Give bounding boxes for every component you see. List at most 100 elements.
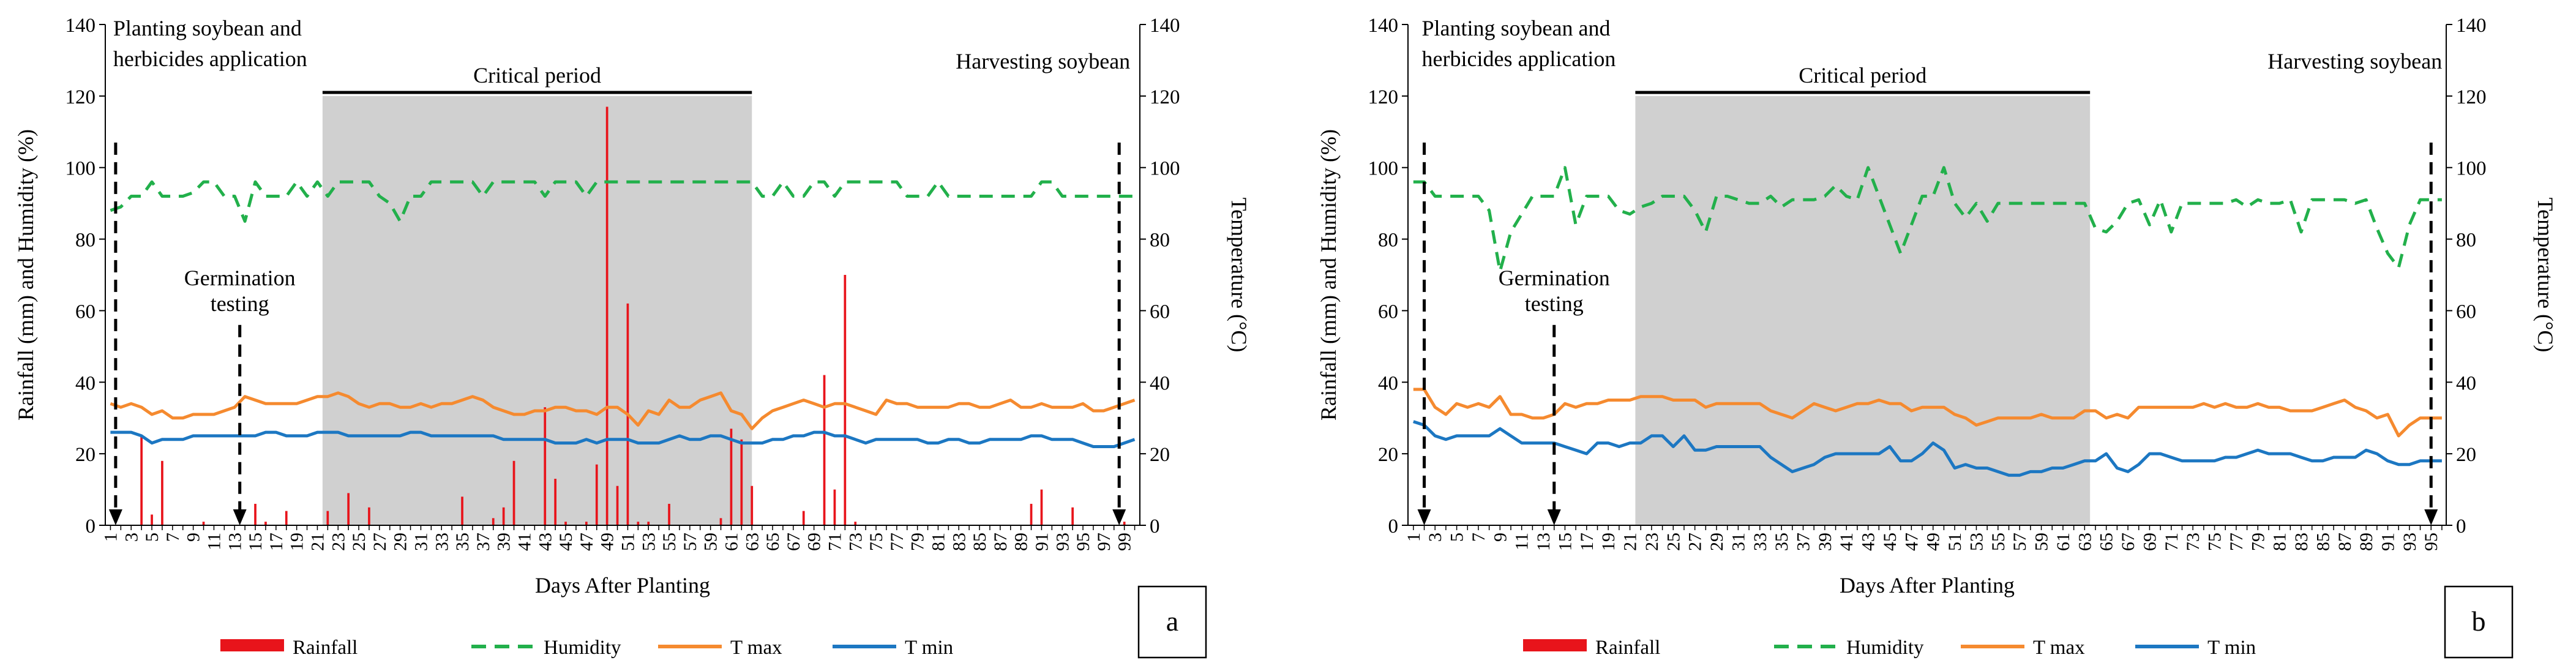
humidity-line <box>1413 166 2442 273</box>
x-tick-label: 95 <box>1073 533 1093 551</box>
x-tick-label: 67 <box>2118 533 2138 551</box>
annotation-text: Harvesting soybean <box>956 49 1130 73</box>
chart-a: Critical period 0 0 20 20 40 40 60 60 80 80 100 100 1… <box>13 15 1251 659</box>
legend-tmin-label: T min <box>2207 637 2256 659</box>
annotation-arrow-head <box>1547 509 1561 525</box>
x-tick-label: 1 <box>1404 533 1424 542</box>
x-tick-label: 61 <box>2053 533 2073 551</box>
x-tick-label: 53 <box>1966 533 1986 551</box>
rainfall-bar <box>492 518 495 525</box>
rainfall-bar <box>719 518 722 525</box>
y-tick-label-left: 140 <box>66 15 96 37</box>
x-tick-label: 81 <box>928 533 948 551</box>
x-tick-label: 83 <box>949 533 969 551</box>
x-tick-label: 61 <box>721 533 741 551</box>
x-tick-label: 19 <box>287 533 307 551</box>
legend-rainfall-swatch <box>220 639 284 651</box>
rainfall-bar <box>751 485 754 525</box>
x-tick-label: 65 <box>763 533 783 551</box>
x-tick-label: 3 <box>1425 533 1445 542</box>
x-tick-label: 9 <box>184 533 204 542</box>
annotation-text: Germination <box>1499 266 1610 290</box>
x-tick-label: 33 <box>1750 533 1770 551</box>
x-tick-label: 43 <box>535 533 555 551</box>
rainfall-bar <box>564 522 567 525</box>
x-tick-label: 1 <box>100 533 121 542</box>
rainfall-bar <box>1040 489 1043 525</box>
x-tick-label: 37 <box>1794 533 1814 551</box>
x-tick-label: 91 <box>1032 533 1052 551</box>
annotation-text: herbicides application <box>1422 47 1616 71</box>
x-tick-label: 15 <box>245 533 266 551</box>
x-tick-label: 85 <box>2313 533 2333 551</box>
legend-humidity-label: Humidity <box>544 637 621 659</box>
x-tick-label: 43 <box>1859 533 1879 551</box>
y-tick-label-right: 20 <box>1150 444 1170 466</box>
x-tick-label: 51 <box>618 533 638 551</box>
rainfall-bar <box>1123 522 1126 525</box>
legend-rainfall-label: Rainfall <box>1595 637 1660 659</box>
x-tick-label: 13 <box>1533 533 1554 551</box>
rainfall-bar <box>202 522 205 525</box>
x-tick-label: 81 <box>2270 533 2290 551</box>
rainfall-bar <box>802 511 805 525</box>
legend-tmin-label: T min <box>905 637 953 659</box>
x-tick-label: 17 <box>1577 533 1597 551</box>
x-tick-label: 57 <box>680 533 700 551</box>
panel-label-box <box>1137 585 1207 659</box>
annotation-text: Harvesting soybean <box>2267 49 2442 73</box>
y-tick-label-left: 0 <box>86 515 96 538</box>
panel-label: a <box>1166 605 1178 637</box>
annotation-text: testing <box>1525 291 1584 316</box>
x-tick-label: 87 <box>990 533 1011 551</box>
rainfall-bar <box>544 407 547 525</box>
x-tick-label: 59 <box>701 533 721 551</box>
x-tick-label: 95 <box>2421 533 2441 551</box>
y-tick-label-right: 80 <box>1150 230 1170 252</box>
y-tick-label-left: 60 <box>1378 301 1398 323</box>
legend-rainfall-swatch <box>1523 639 1587 651</box>
y-tick-label-right: 60 <box>1150 301 1170 323</box>
x-tick-label: 7 <box>163 533 183 542</box>
x-tick-label: 35 <box>452 533 473 551</box>
annotation-text: Planting soybean and <box>113 16 302 40</box>
x-tick-label: 19 <box>1598 533 1619 551</box>
y-tick-label-right: 40 <box>2456 372 2476 394</box>
annotation-arrow-head <box>108 509 122 525</box>
y-tick-label-left: 120 <box>1368 86 1399 108</box>
y-tick-label-right: 140 <box>2456 15 2487 37</box>
x-tick-label: 49 <box>597 533 618 551</box>
x-tick-label: 69 <box>2140 533 2160 551</box>
x-tick-label: 57 <box>2010 533 2030 551</box>
rainfall-bar <box>730 429 733 525</box>
x-axis-title: Days After Planting <box>1840 573 2015 598</box>
critical-period-band <box>322 96 752 525</box>
x-tick-label: 55 <box>1988 533 2009 551</box>
y-tick-label-right: 60 <box>2456 301 2476 323</box>
x-tick-label: 93 <box>2400 533 2420 551</box>
y-tick-label-left: 0 <box>1388 515 1399 538</box>
rainfall-bar <box>647 522 650 525</box>
x-tick-label: 25 <box>349 533 369 551</box>
x-tick-label: 97 <box>1094 533 1114 551</box>
rainfall-bar <box>823 375 826 525</box>
rainfall-bar <box>254 503 256 525</box>
tmax-line <box>1413 388 2442 438</box>
rainfall-bar <box>833 489 836 525</box>
x-tick-label: 75 <box>866 533 886 551</box>
x-tick-label: 21 <box>1620 533 1641 551</box>
x-tick-label: 13 <box>225 533 245 551</box>
x-tick-label: 23 <box>328 533 348 551</box>
x-tick-label: 5 <box>142 533 162 542</box>
panel-b: Critical period 0 0 20 20 40 40 60 60 80 80 100 100 1… <box>1303 0 2576 671</box>
x-tick-label: 39 <box>1815 533 1835 551</box>
y-tick-label-right: 20 <box>2456 444 2476 466</box>
x-tick-label: 99 <box>1115 533 1135 551</box>
y-tick-label-right: 0 <box>1150 515 1160 538</box>
chart-b: Critical period 0 0 20 20 40 40 60 60 80 80 100 100 1… <box>1316 15 2558 659</box>
x-tick-label: 67 <box>784 533 804 551</box>
x-tick-label: 77 <box>2226 533 2247 551</box>
x-tick-label: 29 <box>1707 533 1727 551</box>
y-tick-label-right: 100 <box>1150 158 1180 180</box>
